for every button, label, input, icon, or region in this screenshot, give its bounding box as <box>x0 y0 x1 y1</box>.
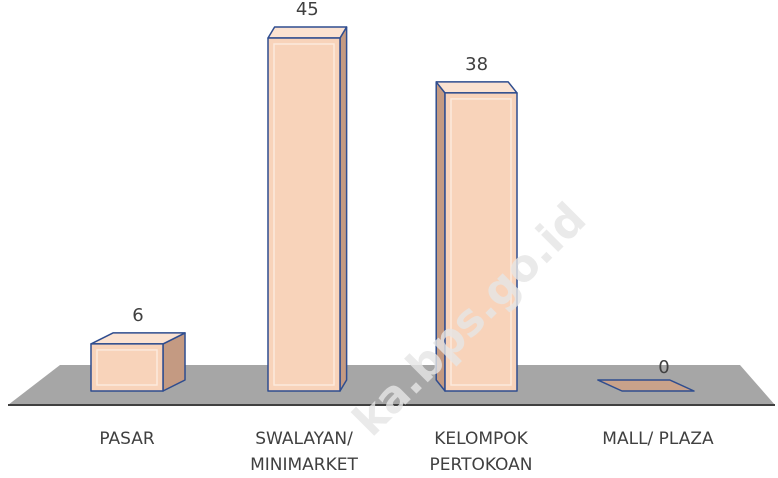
value-label: 6 <box>132 305 143 326</box>
bar-front <box>90 343 164 392</box>
bar <box>90 332 186 392</box>
bar <box>597 379 695 392</box>
x-tick-label: KELOMPOK PERTOKOAN <box>430 429 533 475</box>
bar-front <box>267 37 341 392</box>
x-tick-label: SWALAYAN/MINIMARKET <box>250 429 358 475</box>
bar-top <box>267 26 348 39</box>
bar-side <box>339 26 348 392</box>
bar-highlight <box>450 98 512 386</box>
value-label: 0 <box>658 357 669 378</box>
bar-top <box>435 81 518 94</box>
bar-face <box>597 379 695 392</box>
bar-front <box>444 92 518 392</box>
bar-highlight <box>96 349 158 386</box>
x-tick-label: PASAR <box>99 429 155 449</box>
bar <box>267 26 348 392</box>
x-tick-label: MALL/ PLAZA <box>602 429 714 449</box>
bar-highlight <box>273 43 335 386</box>
value-label: 38 <box>465 54 488 75</box>
bar <box>435 81 518 392</box>
value-label: 45 <box>296 0 319 20</box>
floor <box>8 365 775 405</box>
